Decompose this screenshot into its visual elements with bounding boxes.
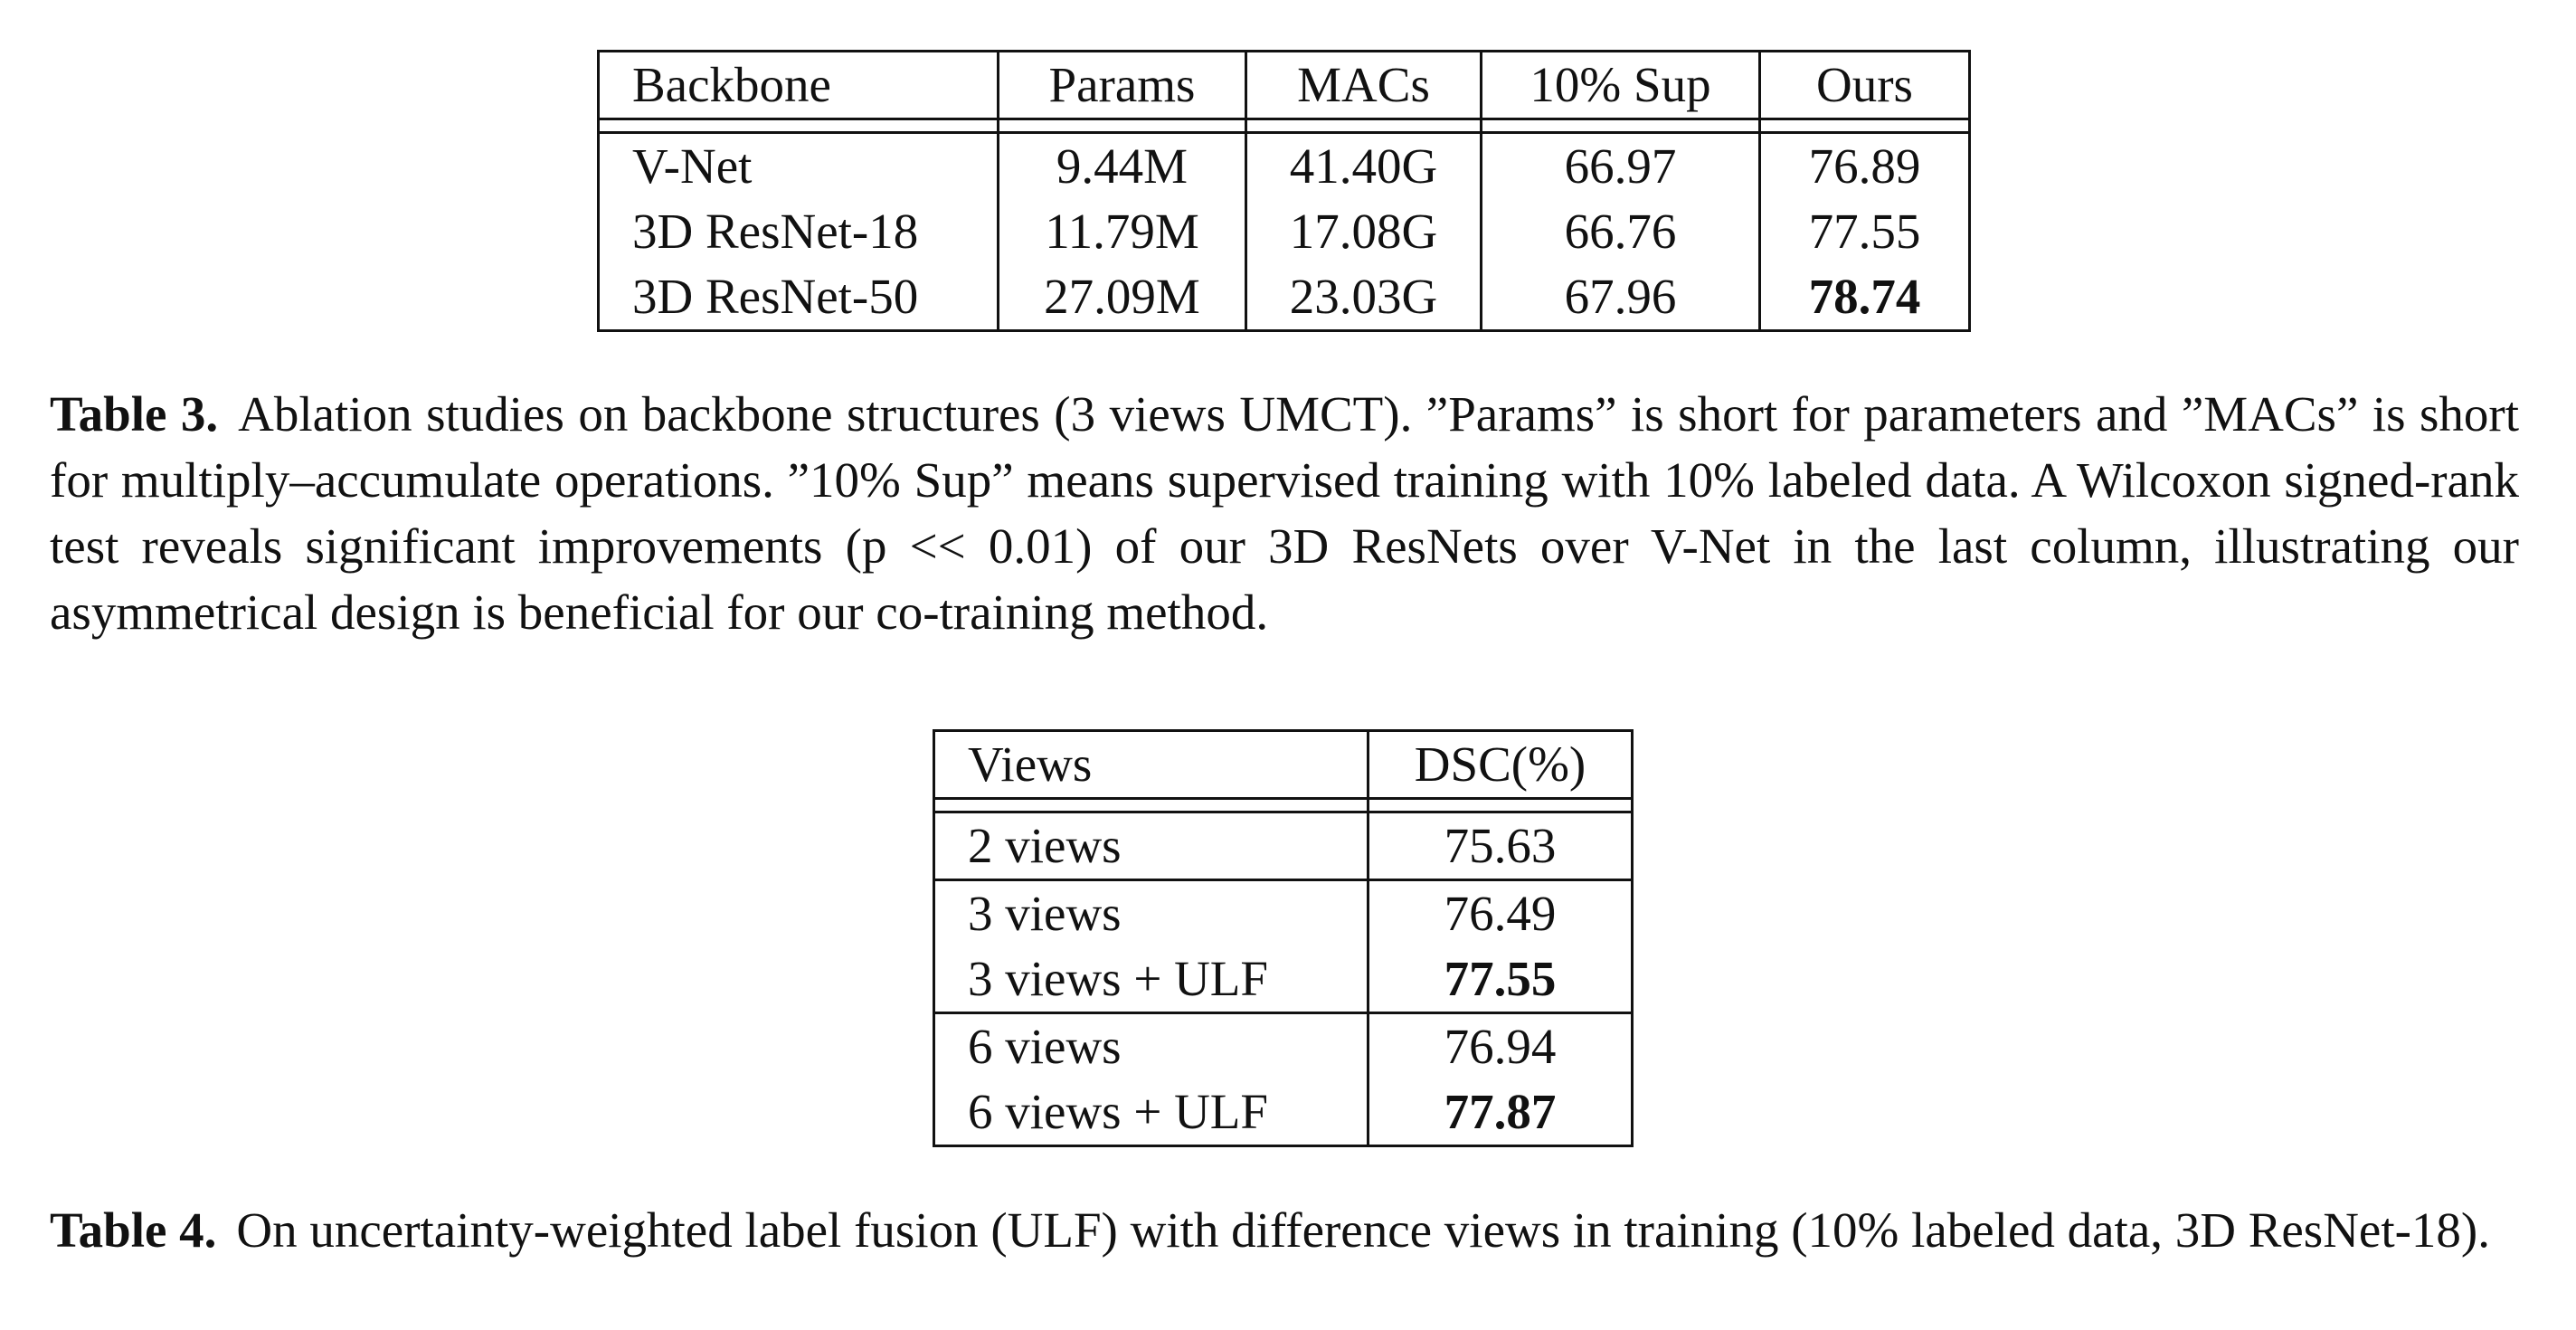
cell-ours: 76.89 bbox=[1759, 131, 1970, 199]
cell-dsc-best: 77.55 bbox=[1444, 951, 1557, 1006]
caption-label: Table 4. bbox=[50, 1202, 217, 1258]
table-4: Views DSC(%) 2 views 75.63 3 views 76.49… bbox=[933, 729, 1634, 1147]
caption-text: Ablation studies on backbone structures … bbox=[50, 386, 2519, 640]
table-header-row: Views DSC(%) bbox=[933, 729, 1633, 800]
cell-views: 3 views + ULF bbox=[933, 946, 1369, 1013]
table-row: 3 views + ULF 77.55 bbox=[933, 946, 1633, 1013]
table-row: 2 views 75.63 bbox=[933, 811, 1633, 880]
header-backbone: Backbone bbox=[598, 50, 999, 120]
cell-dsc: 76.49 bbox=[1368, 879, 1633, 946]
table-3-caption: Table 3. Ablation studies on backbone str… bbox=[50, 381, 2519, 645]
table-row: 3 views 76.49 bbox=[933, 879, 1633, 946]
header-ours: Ours bbox=[1759, 50, 1970, 120]
table-3: Backbone Params MACs 10% Sup Ours V-Net … bbox=[597, 50, 1971, 332]
cell-10-sup: 67.96 bbox=[1481, 264, 1761, 332]
cell-views: 2 views bbox=[933, 811, 1369, 880]
table-row: 3D ResNet-50 27.09M 23.03G 67.96 78.74 bbox=[598, 264, 1970, 332]
cell-macs: 23.03G bbox=[1245, 264, 1482, 332]
cell-macs: 41.40G bbox=[1245, 131, 1482, 199]
table-header-row: Backbone Params MACs 10% Sup Ours bbox=[598, 50, 1970, 120]
cell-10-sup: 66.76 bbox=[1481, 199, 1761, 264]
cell-backbone: 3D ResNet-50 bbox=[598, 264, 999, 332]
caption-text: On uncertainty-weighted label fusion (UL… bbox=[236, 1202, 2490, 1258]
cell-ours-best: 78.74 bbox=[1759, 264, 1970, 332]
header-10-sup: 10% Sup bbox=[1481, 50, 1761, 120]
cell-params: 27.09M bbox=[998, 264, 1247, 332]
cell-dsc: 76.94 bbox=[1368, 1012, 1633, 1079]
table-row: 3D ResNet-18 11.79M 17.08G 66.76 77.55 bbox=[598, 199, 1970, 264]
cell-ours: 77.55 bbox=[1808, 204, 1921, 259]
cell-params: 11.79M bbox=[998, 199, 1247, 264]
cell-dsc: 75.63 bbox=[1368, 811, 1633, 880]
cell-views: 6 views bbox=[933, 1012, 1369, 1079]
cell-params: 9.44M bbox=[998, 131, 1247, 199]
header-dsc: DSC(%) bbox=[1368, 729, 1633, 800]
header-params: Params bbox=[998, 50, 1247, 120]
cell-backbone: V-Net bbox=[598, 131, 999, 199]
header-views: Views bbox=[933, 729, 1369, 800]
cell-dsc-best: 77.87 bbox=[1368, 1079, 1633, 1147]
caption-label: Table 3. bbox=[50, 386, 219, 442]
cell-views: 3 views bbox=[933, 879, 1369, 946]
table-row: V-Net 9.44M 41.40G 66.97 76.89 bbox=[598, 131, 1970, 199]
table-row: 6 views + ULF 77.87 bbox=[933, 1079, 1633, 1147]
table-4-caption: Table 4. On uncertainty-weighted label fu… bbox=[50, 1197, 2519, 1263]
cell-10-sup: 66.97 bbox=[1481, 131, 1761, 199]
cell-backbone: 3D ResNet-18 bbox=[598, 199, 999, 264]
header-macs: MACs bbox=[1245, 50, 1482, 120]
cell-views: 6 views + ULF bbox=[933, 1079, 1369, 1147]
table-row: 6 views 76.94 bbox=[933, 1012, 1633, 1079]
cell-macs: 17.08G bbox=[1245, 199, 1482, 264]
